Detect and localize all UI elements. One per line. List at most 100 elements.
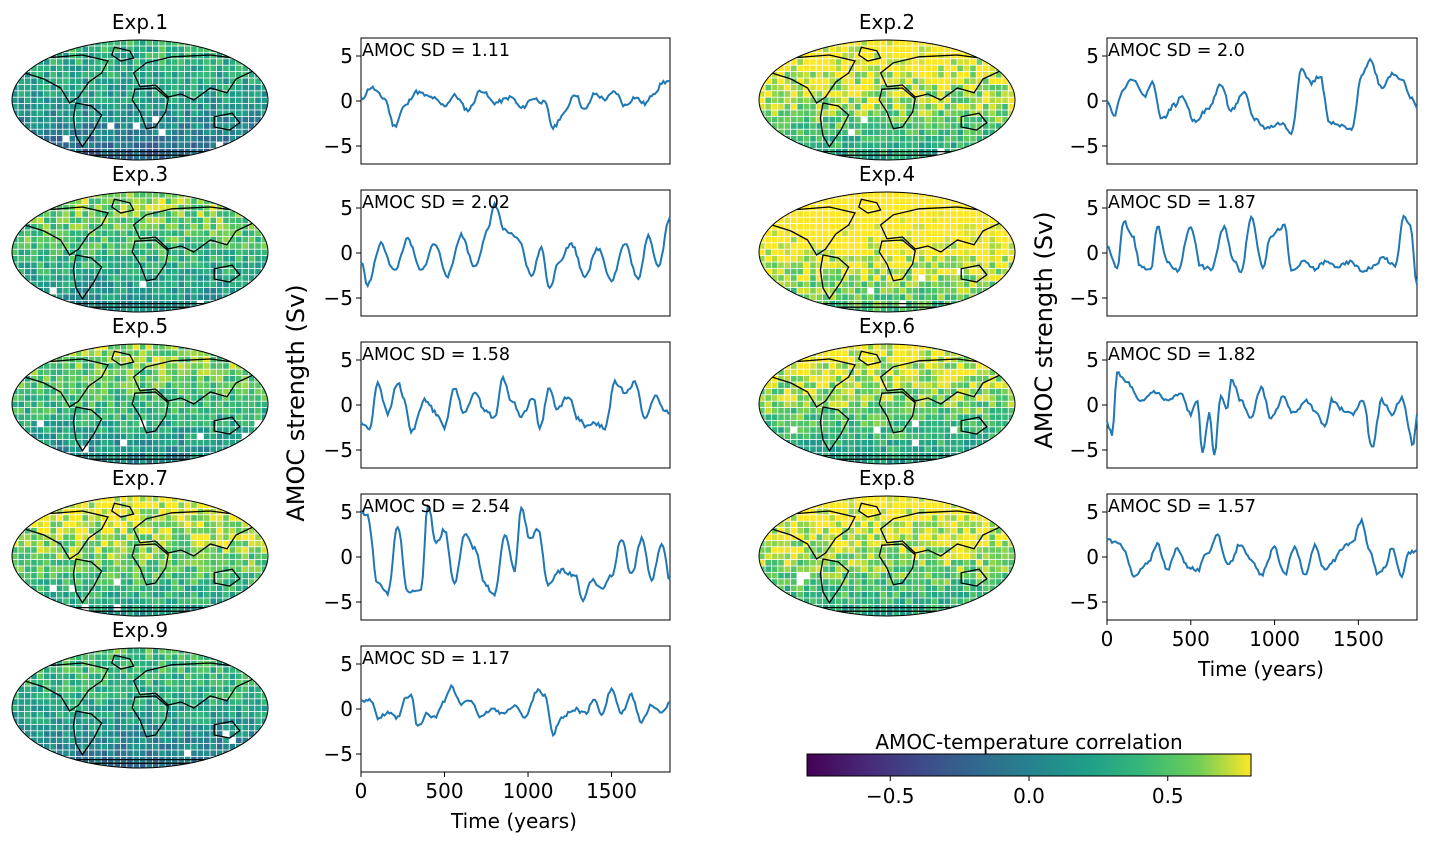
ylabel-left: AMOC strength (Sv) bbox=[282, 284, 310, 521]
amoc-sd-label: AMOC SD = 2.54 bbox=[362, 497, 510, 517]
map-exp-2 bbox=[758, 39, 1016, 161]
amoc-axes: −5 0 5 AMOC SD = 1.82 bbox=[1070, 341, 1418, 469]
y-tick-label: −5 bbox=[1070, 590, 1099, 614]
amoc-axes: −5 0 5 AMOC SD = 2.02 bbox=[324, 189, 671, 317]
y-tick-label: 0 bbox=[340, 241, 353, 265]
colorbar-tick-label: 0.0 bbox=[1013, 784, 1045, 808]
coastlines bbox=[768, 46, 1004, 156]
x-tick-label: 1000 bbox=[1249, 627, 1300, 651]
map-boundary bbox=[758, 39, 1016, 161]
panel-exp-5: Exp.5 −5 0 5 AMOC SD = 1.58 bbox=[11, 314, 671, 469]
x-tick-label: 1000 bbox=[503, 779, 554, 803]
map-title: Exp.7 bbox=[112, 466, 168, 490]
correlation-grid bbox=[759, 344, 1015, 464]
map-exp-6 bbox=[758, 343, 1016, 465]
colorbar-gradient bbox=[806, 753, 1252, 777]
panel-exp-7: Exp.7 −5 0 5 AMOC SD = 2.54 bbox=[11, 466, 671, 621]
amoc-series-line bbox=[360, 503, 671, 604]
x-tick-label: 1500 bbox=[1333, 627, 1384, 651]
y-tick-label: 5 bbox=[1086, 500, 1099, 524]
panel-exp-6: Exp.6 −5 0 5 AMOC SD = 1.82 bbox=[758, 314, 1418, 469]
correlation-grid bbox=[759, 192, 1015, 312]
y-tick-label: −5 bbox=[1070, 134, 1099, 158]
y-tick-label: 0 bbox=[340, 545, 353, 569]
map-title: Exp.4 bbox=[859, 162, 915, 186]
panel-exp-4: Exp.4 −5 0 5 AMOC SD = 1.87 bbox=[758, 162, 1418, 317]
panel-exp-1: Exp.1 −5 0 5 AMOC SD = 1.11 bbox=[11, 10, 671, 165]
map-boundary bbox=[758, 343, 1016, 465]
y-tick-label: 0 bbox=[1086, 545, 1099, 569]
y-tick-label: −5 bbox=[1070, 286, 1099, 310]
map-exp-5 bbox=[11, 343, 269, 465]
map-exp-8 bbox=[758, 495, 1016, 617]
amoc-series-line bbox=[360, 200, 671, 290]
map-title: Exp.5 bbox=[112, 314, 168, 338]
y-tick-label: 5 bbox=[1086, 348, 1099, 372]
correlation-grid bbox=[759, 40, 1015, 160]
x-tick-label: 500 bbox=[1172, 627, 1210, 651]
map-exp-4 bbox=[758, 191, 1016, 313]
colorbar-title: AMOC-temperature correlation bbox=[875, 730, 1182, 754]
amoc-sd-label: AMOC SD = 1.87 bbox=[1108, 193, 1256, 213]
amoc-sd-label: AMOC SD = 1.58 bbox=[362, 345, 510, 365]
coastlines bbox=[21, 350, 257, 460]
map-title: Exp.6 bbox=[859, 314, 915, 338]
ylabel-right: AMOC strength (Sv) bbox=[1030, 211, 1058, 448]
map-boundary bbox=[11, 647, 269, 769]
map-title: Exp.1 bbox=[112, 10, 168, 34]
amoc-series-line bbox=[360, 79, 671, 131]
map-boundary bbox=[758, 191, 1016, 313]
map-boundary bbox=[11, 191, 269, 313]
map-title: Exp.9 bbox=[112, 618, 168, 642]
y-tick-label: 0 bbox=[1086, 241, 1099, 265]
x-tick-label: 1500 bbox=[586, 779, 637, 803]
amoc-series-line bbox=[360, 683, 671, 738]
colorbar: AMOC-temperature correlation −0.5 0.0 0.5 bbox=[806, 730, 1252, 808]
map-boundary bbox=[11, 343, 269, 465]
y-tick-label: 5 bbox=[340, 652, 353, 676]
amoc-axes: −5 0 5 AMOC SD = 1.87 bbox=[1070, 189, 1418, 317]
amoc-axes: −5 0 5 AMOC SD = 1.58 bbox=[324, 341, 671, 469]
colorbar-tick-label: 0.5 bbox=[1152, 784, 1184, 808]
xlabel-left: Time (years) bbox=[450, 809, 577, 833]
amoc-sd-label: AMOC SD = 1.17 bbox=[362, 649, 510, 669]
map-title: Exp.8 bbox=[859, 466, 915, 490]
map-exp-1 bbox=[11, 39, 269, 161]
y-tick-label: 0 bbox=[1086, 393, 1099, 417]
colorbar-tick-label: −0.5 bbox=[866, 784, 915, 808]
map-boundary bbox=[11, 495, 269, 617]
panel-exp-3: Exp.3 −5 0 5 AMOC SD = 2.02 bbox=[11, 162, 671, 317]
amoc-sd-label: AMOC SD = 1.57 bbox=[1108, 497, 1256, 517]
map-exp-9 bbox=[11, 647, 269, 769]
amoc-sd-label: AMOC SD = 2.02 bbox=[362, 193, 510, 213]
amoc-sd-label: AMOC SD = 2.0 bbox=[1108, 41, 1245, 61]
amoc-axes: −5 0 5 AMOC SD = 1.11 bbox=[324, 37, 671, 165]
map-exp-7 bbox=[11, 495, 269, 617]
y-tick-label: 5 bbox=[1086, 44, 1099, 68]
y-tick-label: −5 bbox=[324, 286, 353, 310]
correlation-grid bbox=[759, 496, 1015, 616]
x-tick-label: 500 bbox=[425, 779, 463, 803]
amoc-series-line bbox=[1106, 57, 1418, 136]
x-tick-label: 0 bbox=[355, 779, 368, 803]
map-boundary bbox=[758, 495, 1016, 617]
y-tick-label: 5 bbox=[340, 348, 353, 372]
y-tick-label: −5 bbox=[324, 742, 353, 766]
y-tick-label: 0 bbox=[340, 697, 353, 721]
amoc-series-line bbox=[1106, 516, 1418, 579]
y-tick-label: −5 bbox=[324, 590, 353, 614]
y-tick-label: −5 bbox=[324, 438, 353, 462]
amoc-series-line bbox=[1106, 371, 1418, 456]
y-tick-label: 0 bbox=[1086, 89, 1099, 113]
amoc-sd-label: AMOC SD = 1.11 bbox=[362, 41, 510, 61]
coastlines bbox=[21, 46, 257, 156]
y-tick-label: 5 bbox=[340, 500, 353, 524]
map-title: Exp.2 bbox=[859, 10, 915, 34]
map-title: Exp.3 bbox=[112, 162, 168, 186]
xlabel-right: Time (years) bbox=[1197, 657, 1324, 681]
